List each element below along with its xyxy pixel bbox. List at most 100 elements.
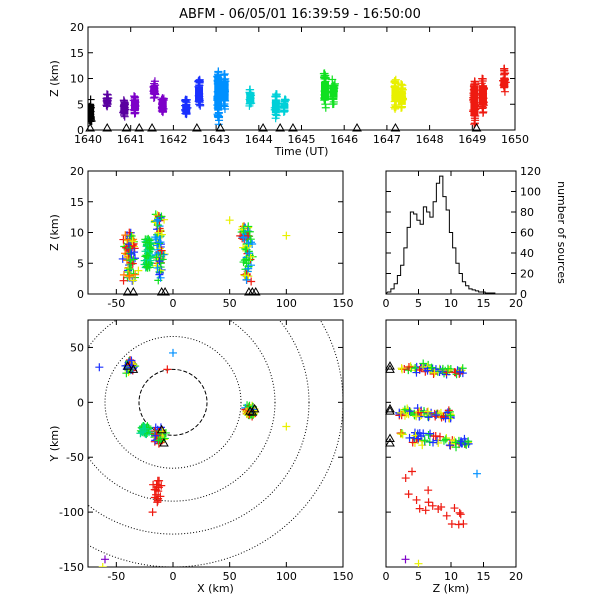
data-point — [417, 431, 426, 440]
data-point — [157, 246, 166, 255]
data-point — [127, 356, 136, 365]
data-block — [329, 86, 338, 98]
data-point — [470, 77, 479, 86]
x-tick-label: 1647 — [373, 133, 401, 146]
data-block — [158, 99, 167, 112]
data-block — [271, 99, 280, 114]
data-point — [127, 260, 136, 269]
x-tick-label: 100 — [276, 297, 297, 310]
data-point — [427, 363, 436, 372]
data-point — [242, 239, 251, 248]
station-marker — [258, 122, 268, 132]
x-tick-label: 20 — [509, 570, 523, 583]
x-axis-label: X (km) — [197, 582, 234, 595]
data-point — [245, 249, 254, 258]
station-marker — [385, 361, 395, 370]
data-point — [447, 520, 456, 529]
y-tick-label: 100 — [520, 186, 541, 199]
data-point — [157, 212, 166, 221]
x-tick-label: 0 — [383, 570, 390, 583]
x-tick-label: 5 — [415, 297, 422, 310]
y-axis-label: Z (km) — [48, 214, 61, 251]
data-point — [442, 368, 451, 377]
y-tick-label: 20 — [70, 21, 84, 34]
data-point — [442, 511, 451, 520]
data-point — [451, 368, 460, 377]
range-ring — [88, 320, 343, 567]
data-point — [412, 495, 421, 504]
station-marker — [385, 433, 395, 443]
data-block — [220, 81, 229, 101]
data-block — [246, 94, 255, 103]
data-point — [412, 368, 421, 377]
station-marker — [250, 286, 261, 296]
data-point — [246, 252, 255, 261]
data-point — [157, 230, 166, 239]
y-tick-label: 20 — [520, 268, 534, 281]
data-point — [404, 363, 413, 372]
data-block — [150, 88, 159, 95]
y-tick-label: 0 — [77, 124, 84, 137]
x-tick-label: 5 — [415, 570, 422, 583]
x-tick-label: 10 — [444, 297, 458, 310]
data-point — [242, 275, 251, 284]
x-tick-label: 20 — [509, 297, 523, 310]
range-ring — [104, 335, 242, 469]
data-point — [424, 486, 433, 495]
data-point — [131, 254, 140, 263]
data-block — [120, 103, 129, 113]
x-tick-label: 1640 — [74, 133, 102, 146]
range-ring — [88, 320, 276, 502]
x-tick-label: 1646 — [330, 133, 358, 146]
data-point — [415, 504, 424, 513]
y-tick-label: 0 — [77, 396, 84, 409]
data-point — [146, 244, 155, 253]
data-point — [424, 498, 433, 507]
data-point — [195, 78, 204, 87]
data-point — [455, 508, 464, 517]
data-point — [272, 92, 281, 101]
station-marker — [385, 437, 395, 447]
data-point — [431, 412, 440, 421]
data-point — [441, 435, 450, 444]
data-point — [126, 249, 135, 258]
data-point — [414, 408, 423, 417]
data-point — [408, 467, 416, 476]
data-point — [397, 429, 406, 438]
data-point — [215, 113, 224, 122]
data-point — [244, 272, 253, 281]
data-point — [450, 504, 459, 513]
station-marker — [122, 286, 133, 296]
station-marker — [385, 364, 395, 373]
data-point — [400, 405, 409, 414]
data-point — [464, 437, 473, 446]
data-point — [118, 254, 127, 263]
data-point — [138, 428, 147, 437]
data-point — [156, 492, 165, 501]
station-marker — [128, 286, 139, 296]
x-tick-label: 0 — [383, 297, 390, 310]
data-point — [244, 264, 253, 273]
x-tick-label: 100 — [276, 570, 297, 583]
station-marker — [471, 122, 482, 132]
data-point — [155, 270, 164, 279]
station-marker — [121, 122, 132, 132]
data-point — [424, 407, 433, 416]
data-point — [124, 264, 133, 273]
data-point — [282, 231, 291, 240]
data-point — [280, 95, 289, 104]
data-block — [320, 81, 329, 101]
data-point — [446, 411, 455, 420]
data-point — [405, 433, 414, 442]
data-point — [154, 487, 163, 496]
data-point — [391, 104, 400, 113]
data-point — [423, 366, 432, 375]
data-block — [280, 103, 289, 109]
data-point — [154, 228, 163, 237]
station-marker — [156, 424, 167, 434]
data-point — [441, 414, 450, 423]
data-point — [156, 238, 165, 247]
y-tick-label: 120 — [520, 165, 541, 178]
y-tick-label: -150 — [59, 561, 84, 574]
data-point — [421, 506, 430, 515]
